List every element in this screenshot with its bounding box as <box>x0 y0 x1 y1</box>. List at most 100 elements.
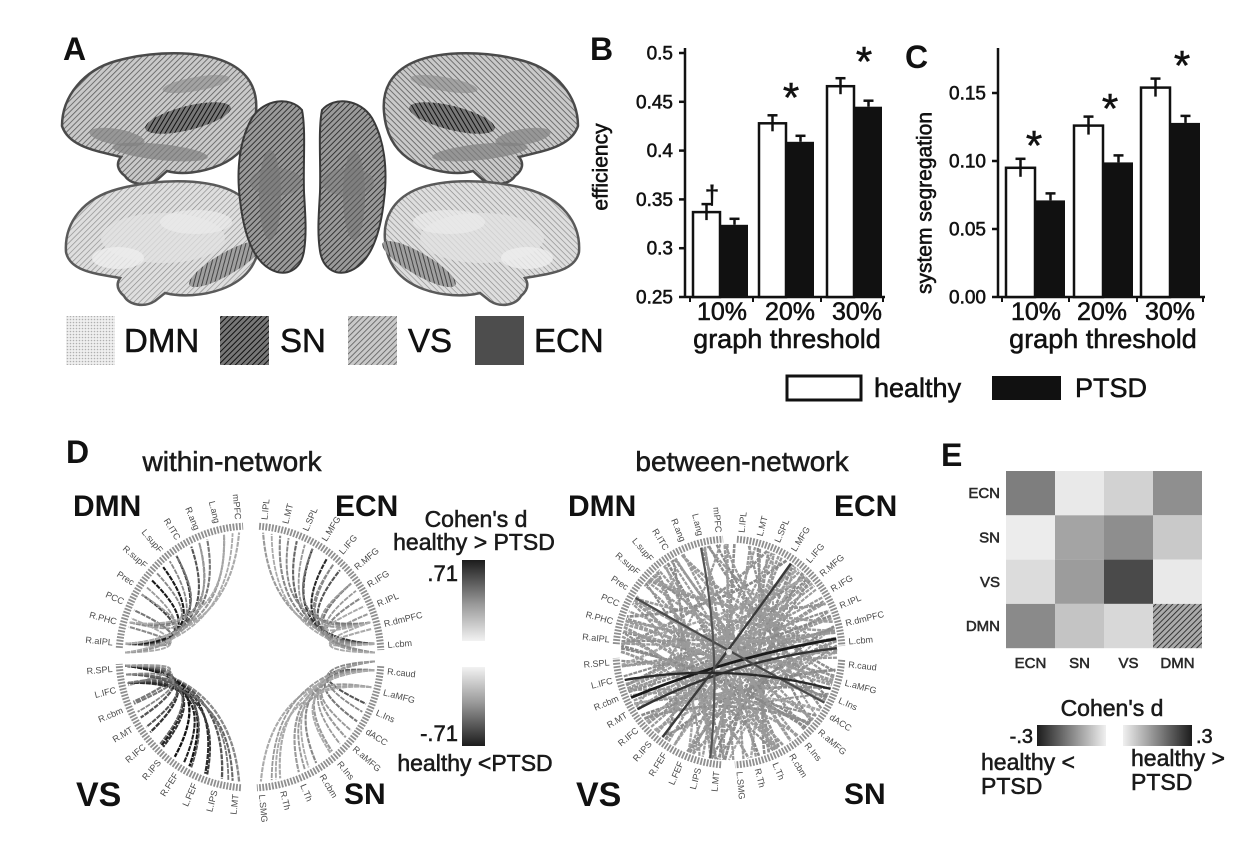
svg-text:Cohen's d: Cohen's d <box>425 506 528 532</box>
svg-text:20%: 20% <box>765 298 815 326</box>
svg-text:DMN: DMN <box>1160 655 1194 672</box>
svg-text:R.cbm: R.cbm <box>97 705 125 724</box>
svg-text:R.IFC: R.IFC <box>123 742 148 765</box>
svg-text:R.IPL: R.IPL <box>838 593 863 611</box>
svg-text:R.aIPL: R.aIPL <box>582 632 610 645</box>
svg-text:R.IFG: R.IFG <box>829 573 855 594</box>
svg-text:ECN: ECN <box>834 490 897 523</box>
svg-text:0.25: 0.25 <box>636 288 673 309</box>
svg-text:R.caud: R.caud <box>848 660 877 673</box>
svg-text:L.ang: L.ang <box>207 500 222 524</box>
svg-text:L.aMFG: L.aMFG <box>382 687 416 705</box>
svg-text:*: * <box>1026 122 1042 169</box>
svg-text:SN: SN <box>979 529 1000 546</box>
svg-text:PTSD: PTSD <box>981 773 1042 799</box>
svg-text:10%: 10% <box>1011 298 1061 326</box>
svg-text:*: * <box>1174 42 1190 89</box>
svg-text:R.IPL: R.IPL <box>375 591 400 609</box>
svg-text:R.PHC: R.PHC <box>88 610 118 627</box>
svg-text:R.MT: R.MT <box>605 710 629 730</box>
svg-text:L.IFG: L.IFG <box>337 533 359 557</box>
svg-text:R.aIPL: R.aIPL <box>85 635 113 648</box>
svg-text:DMN: DMN <box>966 618 1000 635</box>
svg-text:30%: 30% <box>832 298 882 326</box>
svg-text:L.IPS: L.IPS <box>204 789 219 813</box>
svg-text:dACC: dACC <box>828 712 854 734</box>
svg-text:30%: 30% <box>1145 298 1195 326</box>
svg-text:-.3: -.3 <box>1010 726 1033 748</box>
svg-text:R.MT: R.MT <box>111 724 135 744</box>
svg-text:R.dmPFC: R.dmPFC <box>383 610 424 629</box>
svg-text:mPFC: mPFC <box>711 507 723 534</box>
svg-text:R.ITC: R.ITC <box>650 527 671 553</box>
svg-text:healthy > PTSD: healthy > PTSD <box>393 529 555 555</box>
svg-text:L.cbm: L.cbm <box>387 638 412 650</box>
svg-text:L.Th: L.Th <box>298 782 314 802</box>
svg-text:L.IPS: L.IPS <box>688 767 703 791</box>
svg-text:L.Th: L.Th <box>770 761 786 781</box>
svg-text:R.dmPFC: R.dmPFC <box>844 609 885 628</box>
svg-text:R.caud: R.caud <box>387 666 416 679</box>
svg-text:Cohen's d: Cohen's d <box>1061 695 1164 721</box>
svg-text:graph threshold: graph threshold <box>693 324 881 354</box>
svg-text:PTSD: PTSD <box>1075 373 1147 403</box>
svg-text:0.15: 0.15 <box>949 84 986 105</box>
svg-text:0.05: 0.05 <box>949 220 986 241</box>
svg-text:VS: VS <box>980 574 1000 591</box>
svg-text:R.ang: R.ang <box>669 517 687 543</box>
svg-text:VS: VS <box>76 776 121 814</box>
svg-text:L.SPL: L.SPL <box>772 518 791 544</box>
svg-text:0.00: 0.00 <box>949 288 986 309</box>
svg-text:L.SMG: L.SMG <box>257 794 269 823</box>
svg-text:.71: .71 <box>427 561 458 586</box>
svg-text:graph threshold: graph threshold <box>1009 324 1197 354</box>
svg-text:L.MFG: L.MFG <box>320 514 343 543</box>
svg-text:healthy >: healthy > <box>1131 745 1225 771</box>
svg-text:R.Ins: R.Ins <box>802 741 824 764</box>
svg-text:*: * <box>1102 85 1118 132</box>
svg-text:L.SPL: L.SPL <box>301 506 320 532</box>
svg-text:R.supF: R.supF <box>121 543 150 570</box>
svg-text:L.IFG: L.IFG <box>804 541 826 565</box>
svg-text:ECN: ECN <box>968 485 1000 502</box>
svg-text:20%: 20% <box>1077 298 1127 326</box>
svg-text:healthy <PTSD: healthy <PTSD <box>397 750 552 776</box>
svg-text:10%: 10% <box>697 298 747 326</box>
svg-text:.3: .3 <box>1196 726 1213 748</box>
svg-text:L.supF: L.supF <box>630 536 656 564</box>
svg-text:R.cbm: R.cbm <box>787 752 809 779</box>
svg-text:DMN: DMN <box>73 490 141 523</box>
svg-text:healthy <: healthy < <box>981 749 1075 775</box>
svg-text:PCC: PCC <box>104 590 126 607</box>
svg-text:R.MFG: R.MFG <box>818 552 847 578</box>
svg-text:DMN: DMN <box>124 322 199 359</box>
svg-text:ECN: ECN <box>534 322 604 359</box>
svg-text:L.IFC: L.IFC <box>590 676 614 691</box>
svg-text:R.cbm: R.cbm <box>318 772 340 799</box>
svg-text:ECN: ECN <box>335 490 398 523</box>
svg-text:D: D <box>66 434 89 470</box>
svg-text:between-network: between-network <box>635 446 849 477</box>
svg-text:SN: SN <box>280 322 326 359</box>
svg-text:0.35: 0.35 <box>636 190 673 211</box>
svg-text:Prec: Prec <box>115 569 136 588</box>
svg-text:R.IPS: R.IPS <box>140 758 163 782</box>
svg-text:R.FEF: R.FEF <box>647 750 670 778</box>
svg-text:0.5: 0.5 <box>647 44 673 65</box>
svg-text:PCC: PCC <box>600 592 622 609</box>
svg-text:R.FEF: R.FEF <box>158 771 181 799</box>
svg-text:healthy: healthy <box>874 373 962 403</box>
svg-text:efficiency: efficiency <box>590 123 613 211</box>
svg-text:L.IFC: L.IFC <box>93 685 117 700</box>
svg-text:L.ang: L.ang <box>690 512 705 536</box>
svg-text:L.cbm: L.cbm <box>848 634 873 646</box>
svg-text:PTSD: PTSD <box>1131 769 1192 795</box>
svg-text:0.10: 0.10 <box>949 152 986 173</box>
svg-text:R.IFG: R.IFG <box>365 568 391 589</box>
svg-text:R.ITC: R.ITC <box>162 516 183 542</box>
svg-text:VS: VS <box>408 322 452 359</box>
svg-text:within-network: within-network <box>142 446 323 477</box>
svg-text:0.3: 0.3 <box>647 239 673 260</box>
svg-text:R.PHC: R.PHC <box>585 609 615 626</box>
svg-text:R.IPS: R.IPS <box>631 739 654 763</box>
